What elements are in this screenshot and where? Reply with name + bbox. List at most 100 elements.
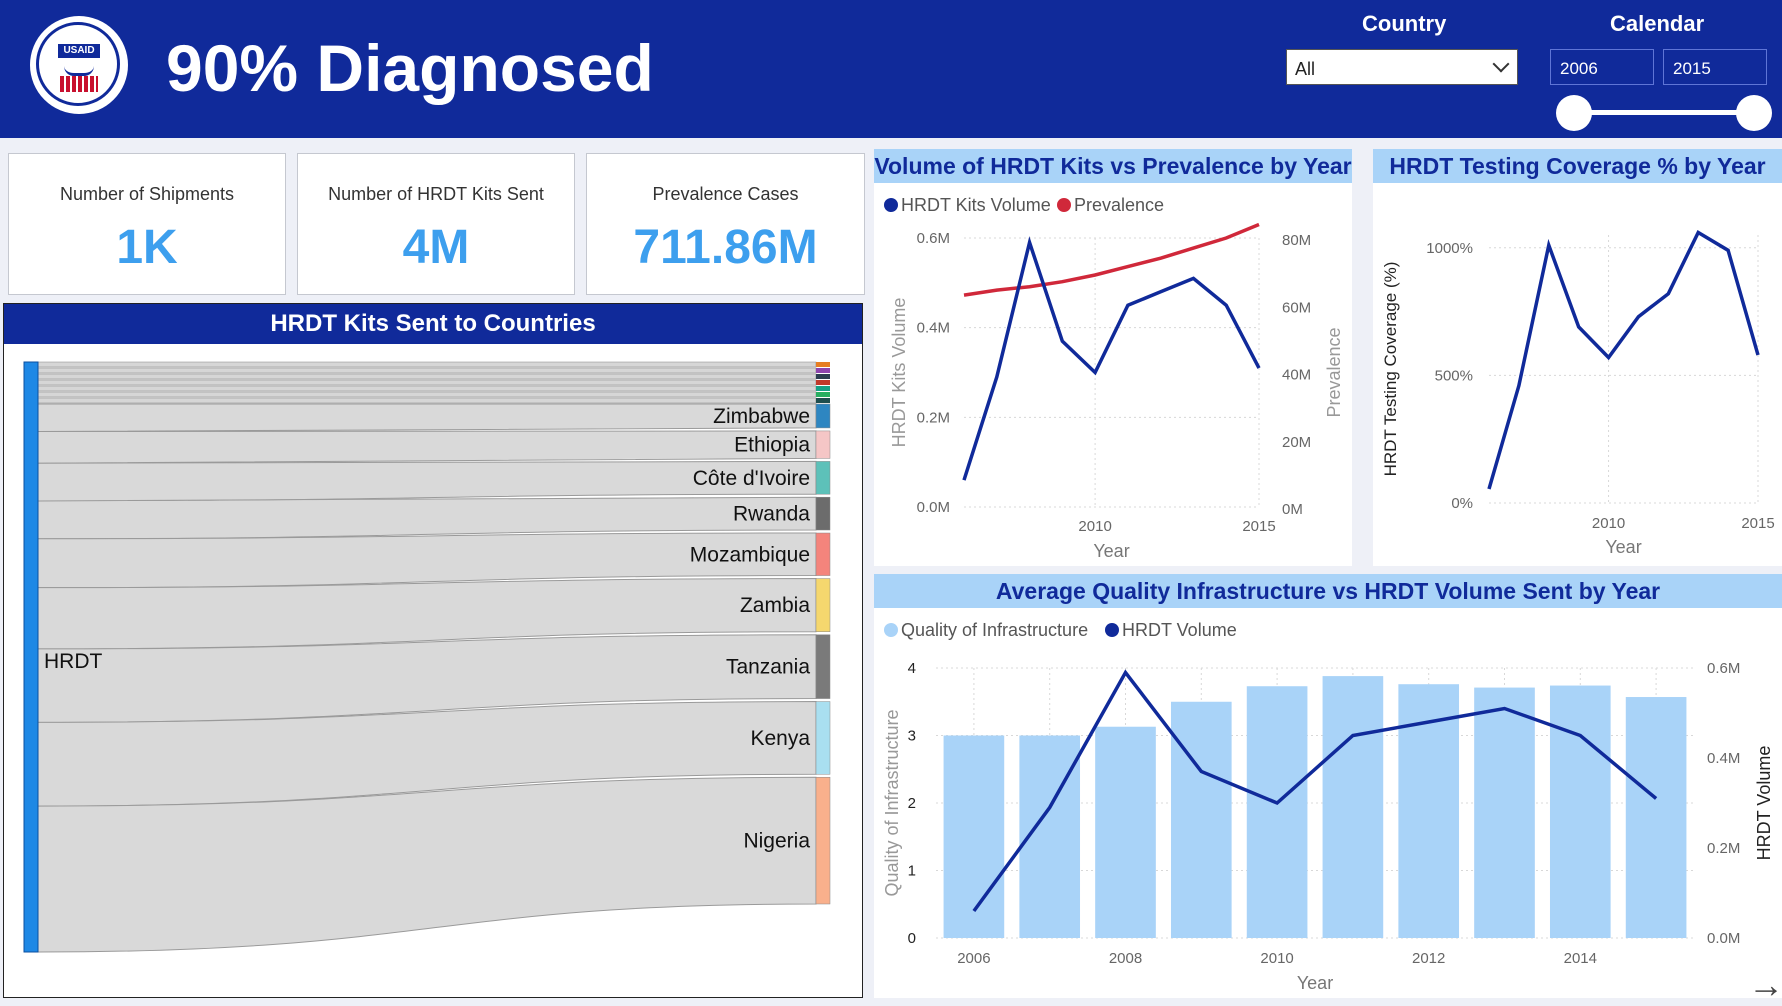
legend-marker: [1057, 198, 1071, 212]
x-tick-label: 2015: [1741, 515, 1774, 532]
sankey-target-node: [815, 532, 831, 576]
quality-bar: [1246, 686, 1308, 938]
y-tick-label-left: 2: [908, 795, 916, 812]
sankey-target-node: [816, 398, 830, 403]
y-tick-label-right: 0M: [1282, 501, 1303, 518]
sankey-target-node: [816, 380, 830, 385]
sankey-country-label: Kenya: [750, 727, 810, 750]
slider-start-handle[interactable]: [1556, 95, 1592, 131]
handshake-icon: [64, 61, 94, 76]
sankey-country-label: Mozambique: [690, 543, 810, 566]
sankey-panel: HRDT Kits Sent to Countries Zimbabwe Ethi…: [3, 303, 863, 998]
chart-title: Volume of HRDT Kits vs Prevalence by Yea…: [874, 149, 1352, 183]
sankey-target-node: [816, 362, 830, 367]
sankey-flow: [37, 361, 817, 368]
start-year-input[interactable]: 2006: [1550, 49, 1654, 85]
y-tick-label-left: 1: [908, 863, 916, 880]
legend-marker: [884, 198, 898, 212]
kpi-label: Number of Shipments: [59, 184, 235, 204]
kpi-value: 711.86M: [633, 221, 818, 274]
x-tick-label: 2012: [1412, 950, 1445, 967]
end-year-input[interactable]: 2015: [1663, 49, 1767, 85]
y-tick-label-right: 20M: [1282, 434, 1311, 451]
coverage-line: [1487, 229, 1760, 490]
sankey-country-label: Zimbabwe: [713, 405, 810, 428]
y-tick-label-right: 80M: [1282, 232, 1311, 249]
sankey-country-label: Côte d'Ivoire: [693, 467, 810, 490]
x-axis-label: Year: [1605, 537, 1641, 557]
sankey-target-node: [816, 374, 830, 379]
y-tick-label-left: 0.0M: [917, 499, 950, 516]
y-tick-label-left: 3: [908, 728, 916, 745]
sankey-target-node: [815, 701, 831, 775]
usaid-logo: USAID: [30, 16, 128, 114]
country-dropdown-value: All: [1295, 59, 1316, 79]
kpi-label: Number of HRDT Kits Sent: [328, 184, 544, 204]
sankey-target-node: [815, 430, 831, 459]
sankey-target-node: [815, 461, 831, 495]
next-page-arrow-icon[interactable]: →: [1748, 964, 1782, 1005]
quality-volume-chart[interactable]: Quality of Infrastructure HRDT Volume 0 1 2 3…: [874, 608, 1782, 998]
legend-label: HRDT Kits Volume: [901, 195, 1051, 215]
legend-marker: [1105, 623, 1119, 637]
slider-end-handle[interactable]: [1736, 95, 1772, 131]
sankey-flow: [37, 385, 817, 392]
legend-label: Prevalence: [1074, 195, 1164, 215]
sankey-title: HRDT Kits Sent to Countries: [4, 304, 862, 344]
end-year-value: 2015: [1673, 59, 1711, 78]
x-tick-label: 2015: [1242, 518, 1275, 535]
country-filter-label: Country: [1362, 11, 1447, 36]
y-axis-label-right: HRDT Volume: [1754, 746, 1774, 861]
header-bar: USAID 90% Diagnosed Country All Calendar…: [0, 0, 1782, 138]
x-tick-label: 2006: [957, 950, 990, 967]
y-tick-label-right: 0.4M: [1707, 750, 1740, 767]
y-axis-label-left: HRDT Kits Volume: [889, 298, 909, 448]
logo-ring: [36, 22, 120, 106]
x-axis-label: Year: [1297, 973, 1333, 993]
sankey-target-node: [815, 634, 831, 699]
sankey-flow: [37, 430, 817, 464]
quality-volume-panel: Average Quality Infrastructure vs HRDT V…: [874, 574, 1782, 998]
sankey-country-label: Nigeria: [743, 830, 810, 853]
legend-marker: [884, 623, 898, 637]
sankey-chart[interactable]: Zimbabwe Ethiopia Côte d'Ivoire Rwanda Mozam…: [4, 346, 862, 996]
y-tick-label: 500%: [1435, 367, 1473, 384]
quality-bar: [1625, 697, 1687, 938]
chart-title: HRDT Testing Coverage % by Year: [1373, 149, 1782, 183]
sankey-country-label: Rwanda: [733, 503, 810, 526]
sankey-country-label: Ethiopia: [734, 434, 810, 457]
testing-coverage-chart[interactable]: 0% 500% 1000% 2010 2015 Year HRDT Testing Cove…: [1373, 183, 1782, 566]
x-tick-label: 2014: [1564, 950, 1597, 967]
y-tick-label-right: 0.2M: [1707, 840, 1740, 857]
sankey-flow: [37, 367, 817, 374]
legend-label: Quality of Infrastructure: [901, 620, 1088, 640]
volume-prevalence-chart[interactable]: HRDT Kits Volume Prevalence 0.0M 0.2M 0.4M 0.…: [874, 183, 1352, 566]
sankey-target-node: [816, 392, 830, 397]
hrdt-volume-line: [972, 669, 1658, 913]
sankey-source-node: [23, 361, 39, 953]
quality-bar: [943, 735, 1005, 938]
y-tick-label-right: 0.6M: [1707, 660, 1740, 677]
quality-bar: [1170, 701, 1232, 938]
quality-bar: [1474, 687, 1535, 938]
y-tick-label-left: 0.2M: [917, 409, 950, 426]
legend-label: HRDT Volume: [1122, 620, 1237, 640]
year-range-slider[interactable]: [1574, 110, 1754, 115]
sankey-country-label: Tanzania: [726, 656, 810, 679]
y-tick-label: 1000%: [1426, 240, 1473, 257]
y-tick-label-left: 4: [908, 660, 916, 677]
sankey-source-label: HRDT: [44, 650, 102, 673]
sankey-flow: [37, 496, 817, 540]
kpi-card-kits-sent: Number of HRDT Kits Sent 4M: [297, 153, 575, 295]
kits-volume-line: [962, 236, 1261, 481]
usaid-logo-text: USAID: [58, 44, 100, 58]
start-year-value: 2006: [1560, 59, 1598, 78]
x-tick-label: 2008: [1109, 950, 1142, 967]
y-tick-label-right: 40M: [1282, 367, 1311, 384]
kpi-card-prevalence: Prevalence Cases 711.86M: [586, 153, 865, 295]
x-axis-label: Year: [1093, 541, 1129, 561]
y-tick-label-left: 0: [908, 930, 916, 947]
quality-bar: [1095, 726, 1156, 938]
sankey-target-node: [815, 403, 831, 429]
country-dropdown[interactable]: All: [1286, 49, 1518, 85]
